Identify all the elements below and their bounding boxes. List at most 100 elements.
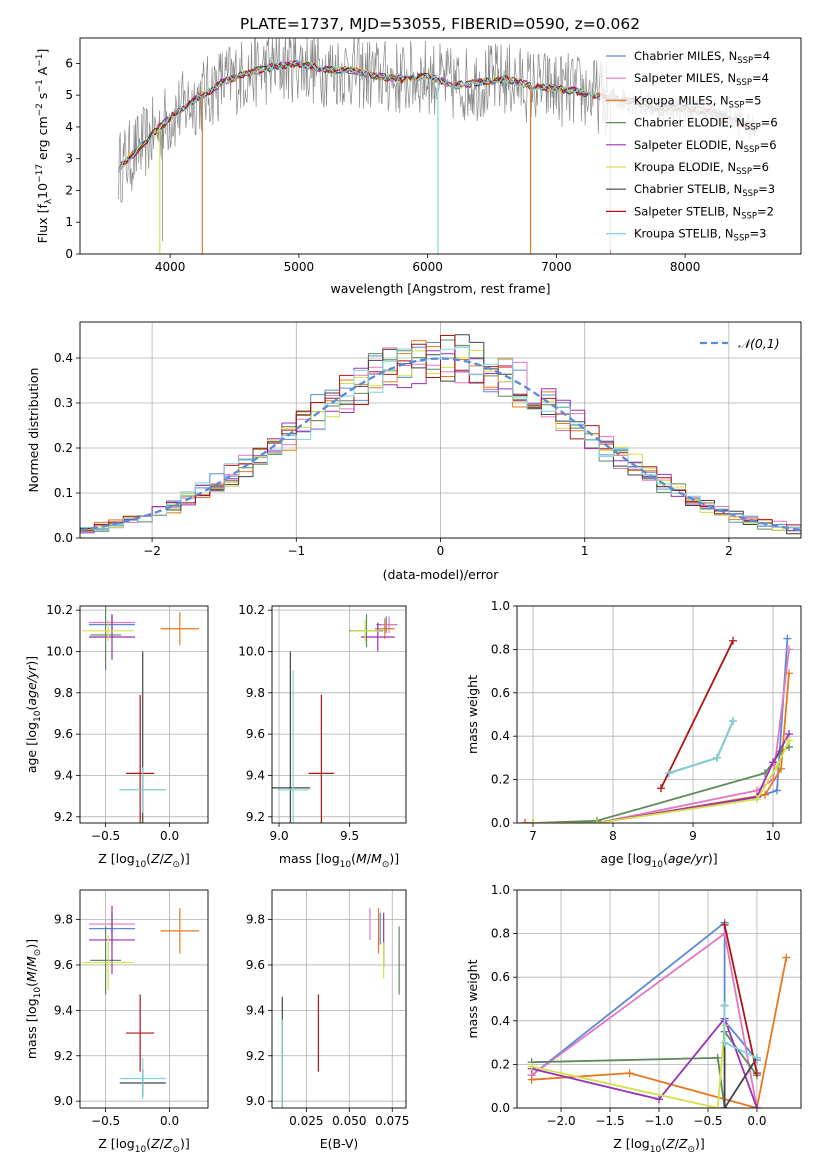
weight-marker <box>527 1062 536 1071</box>
weight-marker <box>713 1053 722 1062</box>
y-axis-label: age [log10(age/yr)] <box>24 656 43 773</box>
x-tick-label: 7 <box>529 829 537 843</box>
y-tick-label: 9.8 <box>54 686 73 700</box>
ticks: 9.0 9.5 9.2 9.4 9.6 9.8 10.0 10.2 <box>238 603 359 843</box>
y-tick-label: 10.2 <box>46 603 73 617</box>
weight-marker <box>713 1104 722 1108</box>
x-tick-label: −0.5 <box>91 1114 120 1128</box>
y-tick-label: 9.6 <box>54 958 73 972</box>
age-vs-mass-axes: 9.0 9.5 9.2 9.4 9.6 9.8 10.0 10.2 mass [log10(M/… <box>238 603 407 870</box>
axes-frame <box>79 605 209 824</box>
weight-marker <box>521 819 529 823</box>
weight-line <box>531 957 788 1108</box>
weight-marker <box>713 753 721 762</box>
plot-area <box>82 905 200 1099</box>
x-axis-label: age [log10(age/yr)] <box>600 851 717 870</box>
normal-curve-line <box>80 357 801 532</box>
legend-label: Chabrier ELODIE, NSSP=6 <box>634 116 778 133</box>
plot-area <box>82 606 200 823</box>
legend-label: Salpeter MILES, NSSP=4 <box>634 71 769 88</box>
weight-marker <box>729 717 737 726</box>
z-weight-axes: −2.0 −1.5 −1.0 −0.5 0.0 0.0 0.2 0.4 0.6 0.8 1.0 Z [… <box>465 883 802 1155</box>
y-tick-label: 0.8 <box>491 927 510 941</box>
x-axis-label: (data-model)/error <box>383 567 500 582</box>
histogram-step-line <box>80 346 801 531</box>
y-tick-label: 0.6 <box>491 970 510 984</box>
weight-marker <box>527 1075 536 1084</box>
axes-frame <box>79 37 802 255</box>
y-tick-label: 9.6 <box>246 958 265 972</box>
legend-label: Kroupa ELODIE, NSSP=6 <box>634 160 769 177</box>
axes-frame <box>271 605 407 824</box>
weight-marker <box>752 1069 761 1078</box>
x-tick-label: 0 <box>437 544 445 558</box>
weight-line <box>531 921 758 1077</box>
x-tick-label: 5000 <box>284 260 315 274</box>
weight-marker <box>783 634 792 643</box>
axes-frame <box>79 889 209 1109</box>
y-tick-label: 0.2 <box>54 441 73 455</box>
y-tick-label: 2 <box>65 183 73 197</box>
weight-line <box>723 924 758 1074</box>
x-tick-label: 8 <box>609 829 617 843</box>
weight-marker <box>785 669 793 678</box>
y-tick-label: 0.3 <box>54 396 73 410</box>
ticks: 0.025 0.050 0.075 9.0 9.2 9.4 9.6 9.8 <box>246 913 410 1128</box>
mass-vs-ebv-axes: 0.025 0.050 0.075 9.0 9.2 9.4 9.6 9.8 E(B-V) <box>246 889 410 1151</box>
y-tick-label: 0.4 <box>491 1014 510 1028</box>
weight-marker <box>593 819 601 823</box>
y-tick-label: 9.2 <box>246 1049 265 1063</box>
age-vs-z-axes: −0.5 0.0 9.2 9.4 9.6 9.8 10.0 10.2 Z [log10(Z/Z⊙… <box>24 603 209 870</box>
y-tick-label: 4 <box>65 120 73 134</box>
x-tick-label: −0.5 <box>91 829 120 843</box>
legend: Chabrier MILES, NSSP=4 Salpeter MILES, NS… <box>600 44 796 250</box>
x-axis-label: Z [log10(Z/Z⊙)] <box>98 1136 190 1155</box>
x-tick-label: −1 <box>287 544 305 558</box>
plot-area <box>521 634 793 823</box>
x-tick-label: 2 <box>725 544 733 558</box>
weight-marker <box>720 920 729 929</box>
weight-marker <box>625 1069 634 1078</box>
spectrum-axes: 4000 5000 6000 7000 8000 0 1 2 3 4 5 6 wavelength [A… <box>35 37 802 296</box>
age-weight-axes: 7 8 9 10 0.0 0.2 0.4 0.6 0.8 1.0 age [log10(age/yr… <box>465 599 802 870</box>
x-tick-label: 4000 <box>155 260 186 274</box>
x-tick-label: 0.075 <box>375 1114 409 1128</box>
x-tick-label: −2.0 <box>546 1114 575 1128</box>
legend-label: Kroupa STELIB, NSSP=3 <box>634 227 766 244</box>
x-axis-label: E(B-V) <box>320 1136 359 1151</box>
y-tick-label: 9.6 <box>246 727 265 741</box>
plot-area <box>80 334 801 535</box>
weight-line <box>668 720 734 774</box>
y-tick-label: 9.2 <box>246 810 265 824</box>
x-tick-label: 0.0 <box>747 1114 766 1128</box>
axes-frame <box>79 321 802 539</box>
x-tick-label: 7000 <box>541 260 572 274</box>
legend: 𝒩(0,1) <box>700 336 780 351</box>
y-tick-label: 9.4 <box>246 768 265 782</box>
y-tick-label: 9.4 <box>54 1003 73 1017</box>
weight-marker <box>769 758 777 767</box>
y-tick-label: 6 <box>65 56 73 70</box>
y-tick-label: 1.0 <box>491 599 510 613</box>
y-tick-label: 0.1 <box>54 486 73 500</box>
x-tick-label: −1.0 <box>644 1114 673 1128</box>
weight-marker <box>752 1053 761 1062</box>
x-axis-label: wavelength [Angstrom, rest frame] <box>330 281 550 296</box>
y-tick-label: 0.0 <box>54 531 73 545</box>
x-tick-label: 0.0 <box>160 1114 179 1128</box>
weight-line <box>660 640 734 789</box>
x-tick-label: −0.5 <box>693 1114 722 1128</box>
legend-label: Salpeter STELIB, NSSP=2 <box>634 204 774 221</box>
weight-marker <box>657 784 665 793</box>
y-tick-label: 0.0 <box>491 816 510 830</box>
y-tick-label: 10.2 <box>238 603 265 617</box>
legend-label: Salpeter ELODIE, NSSP=6 <box>634 138 777 155</box>
plot-area <box>272 614 398 823</box>
x-tick-label: 9.5 <box>340 829 359 843</box>
x-tick-label: 0.0 <box>160 829 179 843</box>
x-tick-label: 0.050 <box>332 1114 366 1128</box>
weight-marker <box>729 636 737 645</box>
y-tick-label: 1 <box>65 215 73 229</box>
x-tick-label: 1 <box>581 544 589 558</box>
